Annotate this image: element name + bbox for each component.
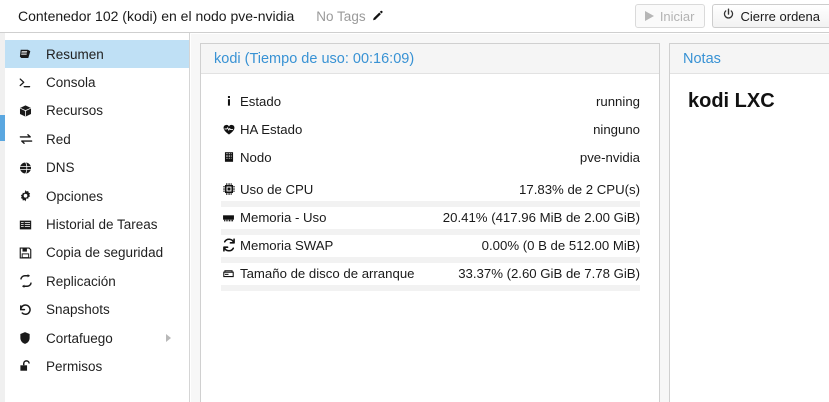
gauge-row-disco: Tamaño de disco de arranque 33.37% (2.60… <box>217 265 643 293</box>
breadcrumb: Contenedor 102 (kodi) en el nodo pve-nvi… <box>18 8 295 24</box>
start-button-label: Iniciar <box>659 8 695 24</box>
sidebar-item-label: Resumen <box>46 46 104 62</box>
status-row-value: ninguno <box>593 121 640 137</box>
server-icon <box>217 150 240 164</box>
status-list: Estado running HA Estado ninguno <box>201 74 659 293</box>
globe-icon <box>18 160 37 176</box>
swap-progress-track <box>221 257 640 263</box>
pencil-icon[interactable] <box>371 10 384 23</box>
network-icon <box>18 131 37 147</box>
history-icon <box>18 302 37 318</box>
cpu-progress-track <box>221 201 640 207</box>
start-button[interactable]: Iniciar <box>634 4 705 28</box>
floppy-icon <box>18 245 37 261</box>
gauge-row-memoria: Memoria - Uso 20.41% (417.96 MiB de 2.00… <box>217 209 643 237</box>
play-icon <box>644 11 654 21</box>
content-area: kodi (Tiempo de uso: 00:16:09) Estado ru… <box>191 34 829 402</box>
sidebar-item-cortafuego[interactable]: Cortafuego <box>5 324 189 352</box>
sidebar-item-label: Recursos <box>46 103 104 119</box>
status-panel: kodi (Tiempo de uso: 00:16:09) Estado ru… <box>200 43 660 402</box>
tags-editor[interactable]: No Tags <box>316 9 383 24</box>
sidebar-item-snapshots[interactable]: Snapshots <box>5 296 189 324</box>
status-row-value: pve-nvidia <box>579 149 640 165</box>
sidebar-item-label: Replicación <box>46 273 116 289</box>
cpu-icon <box>217 182 240 196</box>
chevron-right-icon <box>166 334 171 343</box>
sidebar: Resumen Consola Recursos Red DNS <box>5 33 190 402</box>
notes-panel-body[interactable]: kodi LXC <box>670 74 829 129</box>
sidebar-item-consola[interactable]: Consola <box>5 68 189 96</box>
terminal-icon <box>18 75 37 91</box>
sidebar-item-label: Opciones <box>46 188 104 204</box>
sidebar-item-replicacion[interactable]: Replicación <box>5 267 189 295</box>
replicate-icon <box>18 273 37 289</box>
tags-label: No Tags <box>316 8 366 24</box>
sidebar-item-label: Snapshots <box>46 302 110 318</box>
info-icon <box>217 94 240 108</box>
gauge-row-label: Memoria - Uso <box>240 209 327 225</box>
status-row-label: Nodo <box>240 149 272 165</box>
sidebar-item-label: Consola <box>46 75 96 91</box>
notes-panel: Notas kodi LXC <box>669 43 829 402</box>
top-bar: Contenedor 102 (kodi) en el nodo pve-nvi… <box>0 0 829 33</box>
list-icon <box>18 217 37 233</box>
sidebar-item-label: Cortafuego <box>46 330 113 346</box>
swap-icon <box>217 238 240 252</box>
sidebar-item-resumen[interactable]: Resumen <box>5 40 189 69</box>
heart-icon <box>217 123 240 136</box>
status-panel-body: Estado running HA Estado ninguno <box>201 74 659 293</box>
shutdown-button[interactable]: Cierre ordena <box>711 4 829 28</box>
gauge-row-swap: Memoria SWAP 0.00% (0 B de 512.00 MiB) <box>217 237 643 265</box>
sidebar-item-red[interactable]: Red <box>5 125 189 153</box>
status-row-label: HA Estado <box>240 121 303 137</box>
disk-progress-track <box>221 285 640 291</box>
gauge-row-label: Memoria SWAP <box>240 237 334 253</box>
status-row-ha-estado: HA Estado ninguno <box>217 115 643 143</box>
notes-panel-title: Notas <box>670 44 829 74</box>
sidebar-item-permisos[interactable]: Permisos <box>5 352 189 380</box>
status-divider <box>217 171 643 181</box>
book-icon <box>18 46 37 62</box>
sidebar-item-label: DNS <box>46 160 75 176</box>
unlock-icon <box>18 358 37 374</box>
box-icon <box>18 103 37 119</box>
sidebar-item-historial-de-tareas[interactable]: Historial de Tareas <box>5 210 189 238</box>
gauge-row-value: 33.37% (2.60 GiB de 7.78 GiB) <box>458 265 640 281</box>
sidebar-item-label: Copia de seguridad <box>46 245 164 261</box>
sidebar-item-label: Permisos <box>46 358 103 374</box>
power-icon <box>722 8 735 24</box>
sidebar-item-recursos[interactable]: Recursos <box>5 97 189 125</box>
shield-icon <box>18 330 37 346</box>
gear-icon <box>18 188 37 204</box>
gauge-row-value: 20.41% (417.96 MiB de 2.00 GiB) <box>442 209 640 225</box>
top-bar-actions: Iniciar Cierre ordena <box>634 4 829 28</box>
sidebar-item-dns[interactable]: DNS <box>5 154 189 182</box>
disk-icon <box>217 267 240 280</box>
memory-progress-track <box>221 229 640 235</box>
left-rail <box>0 33 5 402</box>
gauge-row-label: Uso de CPU <box>240 181 314 197</box>
gauge-row-label: Tamaño de disco de arranque <box>240 265 415 281</box>
gauge-row-value: 17.83% de 2 CPU(s) <box>519 181 640 197</box>
rail-active-marker <box>0 115 5 141</box>
status-row-nodo: Nodo pve-nvidia <box>217 143 643 171</box>
status-row-value: running <box>596 93 640 109</box>
shutdown-button-label: Cierre ordena <box>740 8 821 24</box>
notes-content: kodi LXC <box>688 90 775 112</box>
sidebar-item-copia-de-seguridad[interactable]: Copia de seguridad <box>5 239 189 267</box>
status-row-label: Estado <box>240 93 282 109</box>
sidebar-item-label: Historial de Tareas <box>46 217 158 233</box>
status-panel-title: kodi (Tiempo de uso: 00:16:09) <box>201 44 659 74</box>
gauge-row-cpu: Uso de CPU 17.83% de 2 CPU(s) <box>217 181 643 209</box>
sidebar-item-label: Red <box>46 131 71 147</box>
sidebar-item-opciones[interactable]: Opciones <box>5 182 189 210</box>
status-row-estado: Estado running <box>217 87 643 115</box>
memory-icon <box>217 211 240 224</box>
gauge-row-value: 0.00% (0 B de 512.00 MiB) <box>481 237 640 253</box>
